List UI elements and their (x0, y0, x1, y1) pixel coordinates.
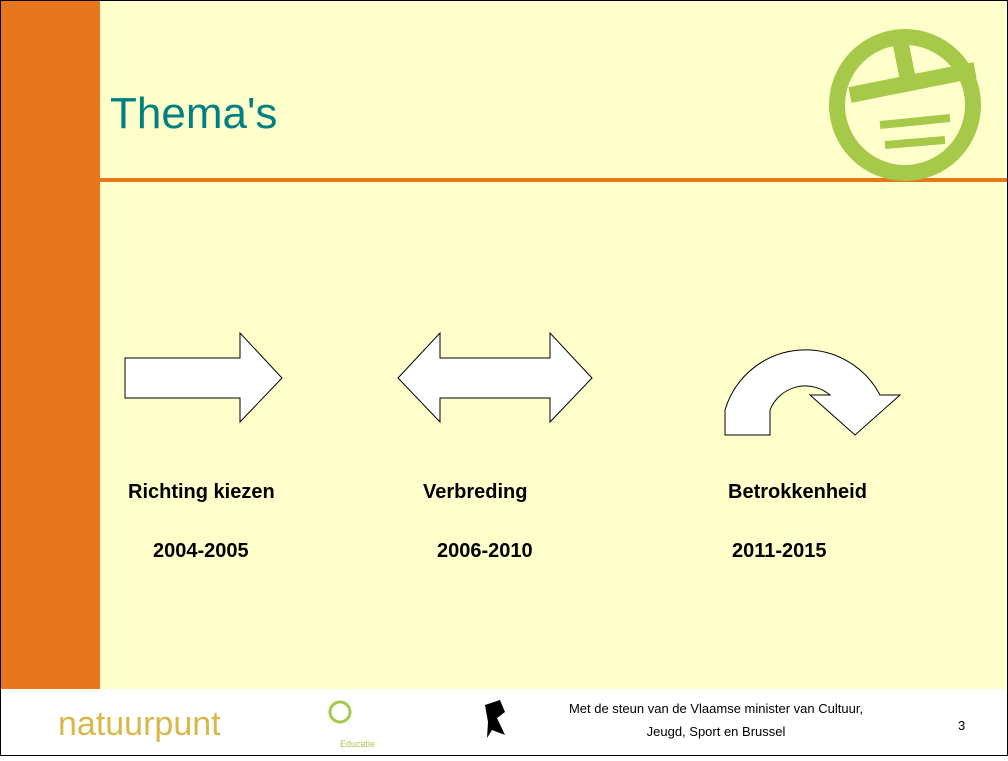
arrow-right (124, 331, 283, 424)
side-bar (1, 1, 100, 689)
support-text: Met de steun van de Vlaamse minister van… (569, 701, 863, 716)
theme-label: Richting kiezen (128, 481, 275, 503)
arrow-double (397, 331, 593, 424)
support-text: Jeugd, Sport en Brussel (647, 724, 786, 739)
arrow-curved (724, 349, 902, 436)
slide-title: Thema's (110, 89, 277, 138)
title-rule (100, 178, 1007, 182)
footer-logo: natuurpunt (58, 705, 221, 743)
logo-emblem (829, 29, 981, 181)
flemish-lion (485, 700, 505, 738)
footer-logo-sub: Educatie (340, 739, 375, 749)
theme-period: 2011-2015 (732, 540, 827, 562)
theme-period: 2004-2005 (153, 540, 249, 562)
footer-band (1, 689, 1007, 755)
logo-mini-emblem (328, 700, 352, 724)
theme-label: Verbreding (423, 481, 527, 503)
page-number: 3 (958, 718, 965, 733)
theme-label: Betrokkenheid (728, 481, 867, 503)
theme-period: 2006-2010 (437, 540, 533, 562)
